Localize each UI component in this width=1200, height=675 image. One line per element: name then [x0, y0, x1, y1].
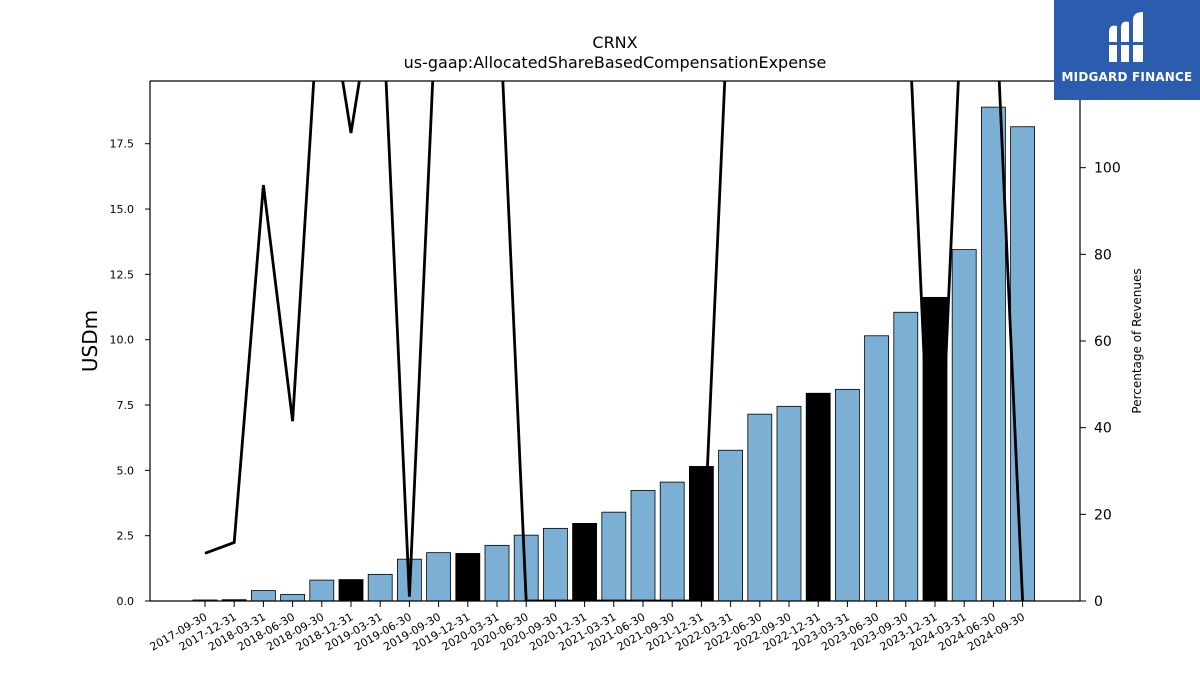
bar	[951, 249, 977, 602]
y-axis-label: USDm	[78, 310, 102, 372]
bar	[484, 544, 510, 602]
y2-tick-label: 100	[1094, 161, 1121, 177]
brand-name: MIDGARD FINANCE	[1061, 70, 1193, 84]
bar	[572, 522, 597, 602]
bar	[543, 527, 568, 602]
bar	[805, 392, 831, 602]
y2-tick-label: 60	[1094, 334, 1112, 350]
bar	[776, 405, 802, 602]
bar	[455, 553, 481, 602]
y2-tick-label: 0	[1094, 594, 1103, 610]
bar	[367, 573, 393, 602]
y-tick-label: 0.0	[117, 595, 135, 608]
bar	[250, 590, 276, 602]
bar	[601, 511, 627, 602]
bar	[309, 579, 335, 602]
brand-logo: MIDGARD FINANCE	[1054, 0, 1200, 100]
plot-area: 0.0 2.5 5.0 7.5 10.0 12.5 15.0 17.5 0 20 40 60 80 100…	[110, 80, 1121, 654]
chart-title: CRNX	[592, 33, 637, 52]
y-tick-label: 2.5	[117, 530, 135, 543]
y-tick-label: 10.0	[110, 334, 135, 347]
y-tick-label: 17.5	[110, 138, 135, 151]
midgard-logo-icon	[1109, 12, 1143, 63]
y-tick-label: 5.0	[117, 464, 135, 477]
bar	[426, 552, 452, 602]
bar	[1010, 126, 1035, 602]
bar	[659, 481, 685, 602]
y2-tick-label: 20	[1094, 507, 1112, 523]
bar	[338, 579, 364, 602]
bar	[922, 296, 948, 602]
y-tick-label: 15.0	[110, 203, 135, 216]
chart-subtitle: us-gaap:AllocatedShareBasedCompensationE…	[404, 53, 827, 72]
bar	[747, 413, 773, 602]
y-tick-label: 7.5	[117, 399, 135, 412]
y-tick-label: 12.5	[110, 268, 135, 281]
bar	[630, 490, 656, 602]
bar	[864, 335, 889, 602]
bar	[835, 388, 860, 602]
bar	[893, 311, 919, 602]
y2-tick-label: 80	[1094, 247, 1112, 263]
bar	[280, 594, 306, 602]
y2-tick-label: 40	[1094, 421, 1112, 437]
y2-axis-label: Percentage of Revenues	[1130, 268, 1144, 413]
bar	[981, 106, 1006, 602]
bar	[718, 449, 743, 602]
